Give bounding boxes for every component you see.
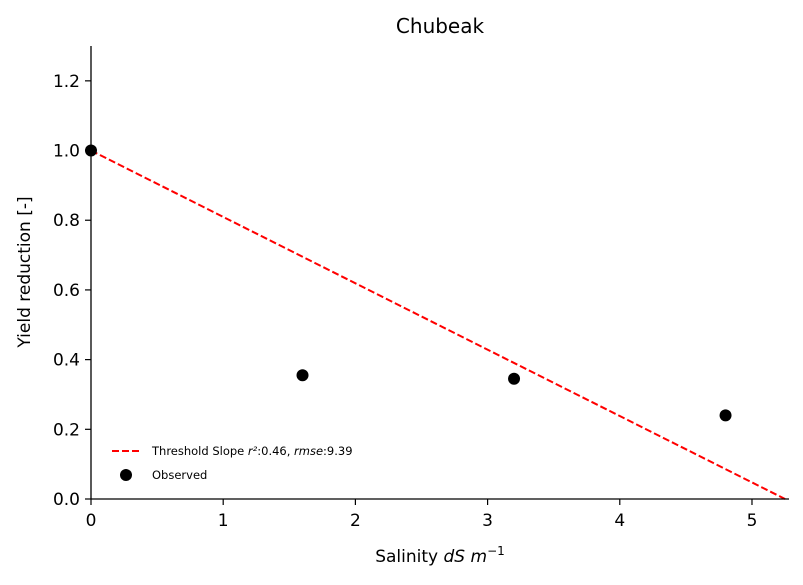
y-tick-label: 1.0 <box>53 142 80 162</box>
legend-rmse-label: rmse <box>294 444 323 458</box>
x-tick-label: 0 <box>86 511 97 531</box>
chart-title: Chubeak <box>396 14 485 38</box>
observed-point <box>508 372 521 385</box>
legend-item-threshold-slope: Threshold Slope r²:0.46, rmse:9.39 <box>151 444 353 458</box>
x-tick-label: 2 <box>350 511 361 531</box>
y-tick-label: 0.2 <box>53 420 80 440</box>
legend-rmse-value: :9.39 <box>323 444 352 458</box>
y-tick-label: 1.2 <box>53 72 80 92</box>
x-axis: 0 1 2 3 4 5 <box>86 498 789 531</box>
x-tick-label: 3 <box>482 511 493 531</box>
y-axis-title: Yield reduction [-] <box>15 196 35 348</box>
y-tick-label: 0.0 <box>53 490 80 510</box>
legend-threshold-prefix: Threshold Slope <box>151 444 248 458</box>
x-axis-title-exponent: −1 <box>487 544 505 558</box>
y-tick-label: 0.6 <box>53 281 80 301</box>
x-axis-title: Salinity dS m−1 <box>375 544 505 567</box>
x-axis-title-prefix: Salinity <box>375 547 443 567</box>
y-tick-label: 0.8 <box>53 211 80 231</box>
legend-r2-label: r² <box>248 444 258 458</box>
legend-r2-value: :0.46, <box>257 444 294 458</box>
observed-point <box>719 409 732 422</box>
x-tick-label: 1 <box>218 511 229 531</box>
y-tick-label: 0.4 <box>53 351 80 371</box>
legend-marker-swatch <box>120 469 132 481</box>
x-axis-title-unit: dS m <box>444 547 488 567</box>
x-tick-label: 4 <box>614 511 625 531</box>
plot-area <box>85 144 786 500</box>
observed-point <box>296 369 309 382</box>
legend: Threshold Slope r²:0.46, rmse:9.39 Obser… <box>112 444 353 482</box>
x-tick-label: 5 <box>747 511 758 531</box>
y-axis: 0.0 0.2 0.4 0.6 0.8 1.0 1.2 <box>53 46 92 510</box>
legend-item-observed: Observed <box>152 468 207 482</box>
